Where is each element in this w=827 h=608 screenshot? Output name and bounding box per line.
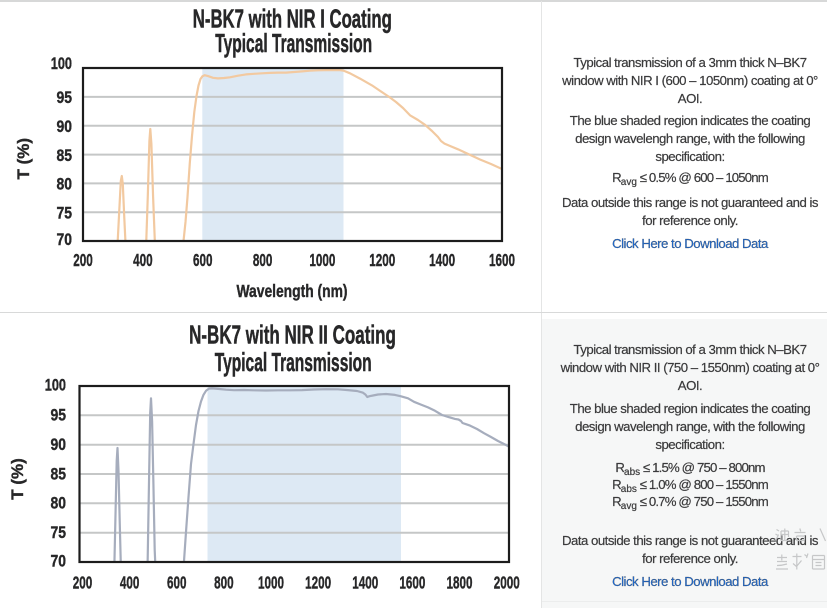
svg-text:1200: 1200 xyxy=(369,250,395,270)
svg-text:80: 80 xyxy=(57,175,72,194)
svg-text:1600: 1600 xyxy=(489,250,515,270)
svg-text:600: 600 xyxy=(167,573,187,593)
svg-text:70: 70 xyxy=(57,231,72,250)
svg-text:1600: 1600 xyxy=(399,573,425,593)
svg-text:N-BK7 with NIR II Coating: N-BK7 with NIR II Coating xyxy=(189,320,396,350)
svg-text:800: 800 xyxy=(214,573,234,593)
svg-text:95: 95 xyxy=(51,406,67,425)
svg-text:75: 75 xyxy=(51,524,67,543)
svg-text:1000: 1000 xyxy=(258,573,284,593)
svg-text:N-BK7 with NIR I Coating: N-BK7 with NIR I Coating xyxy=(193,4,392,34)
svg-text:1400: 1400 xyxy=(352,573,378,593)
svg-text:T (%): T (%) xyxy=(8,458,27,500)
svg-text:1800: 1800 xyxy=(446,573,472,593)
svg-text:200: 200 xyxy=(73,250,93,270)
svg-text:2000: 2000 xyxy=(494,573,520,593)
svg-text:70: 70 xyxy=(51,552,66,571)
svg-text:200: 200 xyxy=(73,573,93,593)
svg-text:100: 100 xyxy=(51,54,72,73)
svg-text:Typical Transmission: Typical Transmission xyxy=(215,29,372,58)
svg-text:85: 85 xyxy=(51,465,67,484)
svg-text:400: 400 xyxy=(133,250,153,270)
svg-text:80: 80 xyxy=(51,494,66,513)
svg-text:100: 100 xyxy=(45,376,66,395)
svg-text:90: 90 xyxy=(57,118,72,137)
svg-text:1200: 1200 xyxy=(305,573,331,593)
svg-text:600: 600 xyxy=(193,250,213,270)
svg-text:90: 90 xyxy=(51,436,66,455)
svg-text:400: 400 xyxy=(120,573,140,593)
svg-text:75: 75 xyxy=(57,204,73,223)
svg-text:Wavelength (nm): Wavelength (nm) xyxy=(236,281,347,301)
svg-text:85: 85 xyxy=(57,147,73,166)
svg-text:T (%): T (%) xyxy=(14,138,33,180)
svg-text:1000: 1000 xyxy=(309,250,335,270)
svg-text:800: 800 xyxy=(253,250,273,270)
svg-text:95: 95 xyxy=(57,89,73,108)
svg-text:1400: 1400 xyxy=(429,250,455,270)
svg-text:Typical Transmission: Typical Transmission xyxy=(215,348,372,377)
